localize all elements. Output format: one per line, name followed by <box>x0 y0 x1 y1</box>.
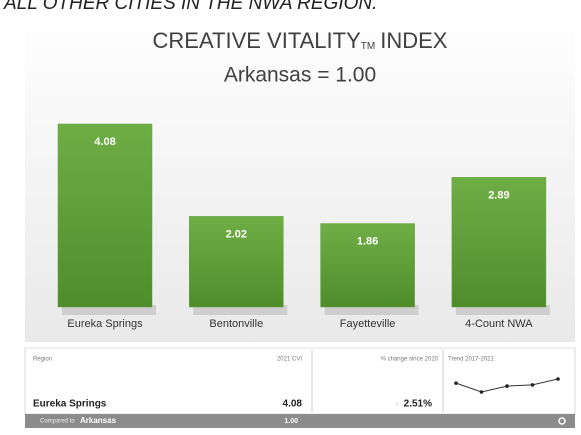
table-panel <box>24 347 576 415</box>
bar-shadow <box>193 305 288 315</box>
bar <box>189 216 284 308</box>
data-label: 2.02 <box>226 228 247 240</box>
footer-prefix: Compared to <box>40 419 75 425</box>
bar <box>57 123 153 308</box>
trend-point <box>454 381 458 385</box>
table-header: Region <box>33 357 52 363</box>
bar-shadow <box>62 305 156 315</box>
table-header: 2021 CVI <box>277 357 302 363</box>
bar-shadow <box>324 305 419 315</box>
bar-shadow <box>455 305 550 315</box>
cvi-value: 4.08 <box>283 399 303 410</box>
title-main: CREATIVE VITALITY <box>153 28 362 53</box>
bar <box>451 177 547 308</box>
trend-point <box>505 384 509 388</box>
chart-title: CREATIVE VITALITYTM INDEX <box>153 28 448 53</box>
x-tick-label: Bentonville <box>209 318 263 330</box>
data-label: 2.89 <box>488 189 509 201</box>
x-tick-label: Eureka Springs <box>67 318 143 330</box>
settings-icon[interactable] <box>558 417 566 425</box>
region-name: Eureka Springs <box>33 399 107 410</box>
footer-bar <box>25 414 575 428</box>
chart-subtitle: Arkansas = 1.00 <box>224 64 376 87</box>
change-icon <box>395 402 399 406</box>
title-mark: TM <box>361 41 375 52</box>
table-header: Trend 2017-2021 <box>448 357 494 363</box>
trend-point <box>479 390 484 394</box>
bar <box>320 223 415 308</box>
footer-value: 1.00 <box>284 418 298 425</box>
table-header: % change since 2020 <box>381 357 439 363</box>
x-tick-label: Fayetteville <box>340 318 396 330</box>
trend-point <box>556 377 560 381</box>
footer-region: Arkansas <box>80 416 117 425</box>
data-label: 4.08 <box>94 136 115 148</box>
x-tick-label: 4-Count NWA <box>465 318 533 330</box>
data-label: 1.86 <box>357 235 378 247</box>
title-end: INDEX <box>380 28 448 53</box>
trend-point <box>530 383 535 387</box>
change-value: 2.51% <box>404 399 432 410</box>
